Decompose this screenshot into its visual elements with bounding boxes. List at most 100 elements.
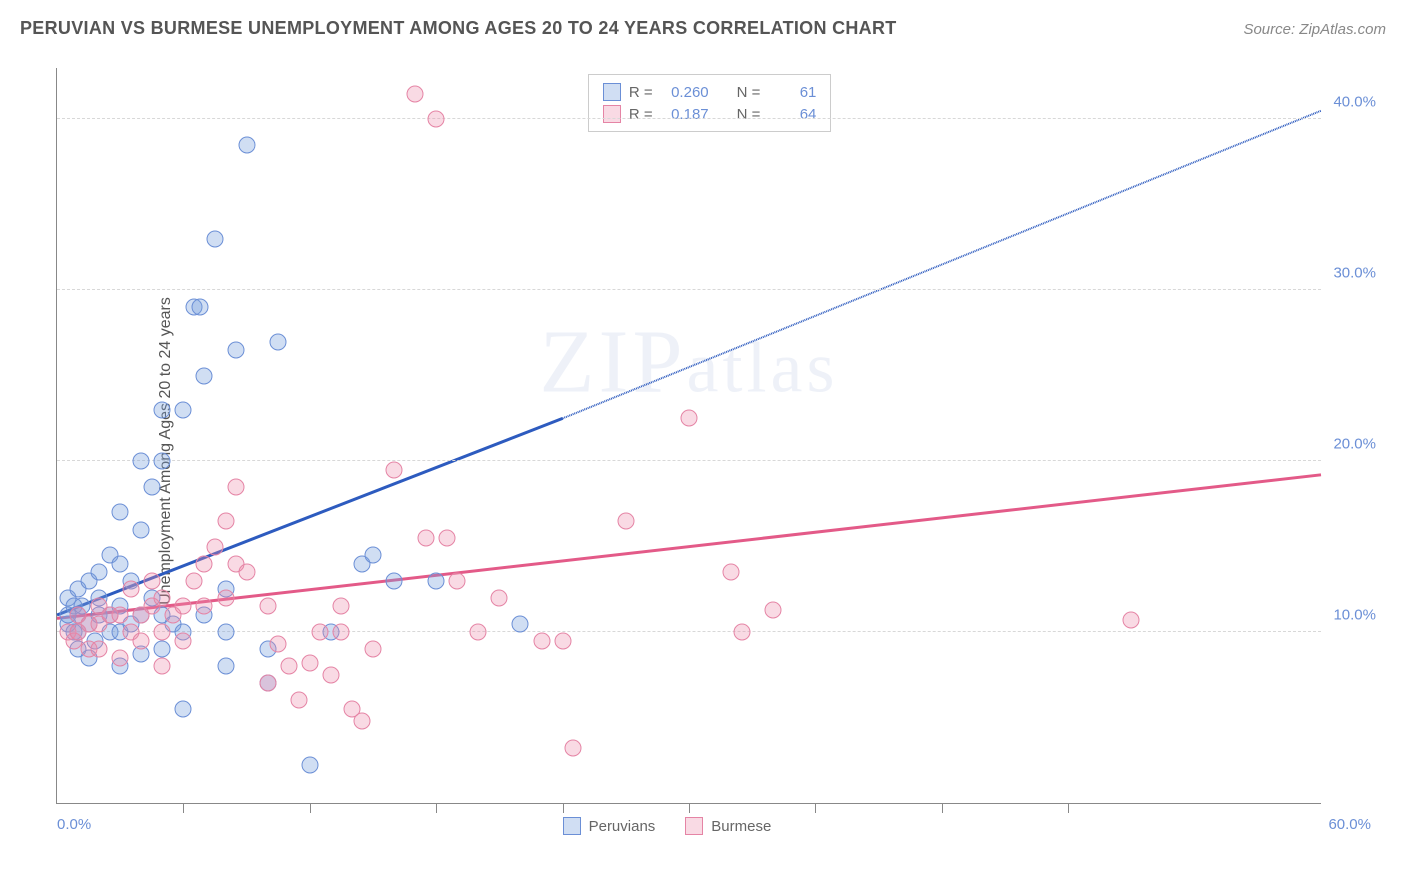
data-point (175, 598, 192, 615)
data-point (154, 453, 171, 470)
watermark-text: ZIPatlas (540, 311, 839, 414)
data-point (112, 504, 129, 521)
data-point (270, 636, 287, 653)
data-point (217, 624, 234, 641)
swatch-peruvians-icon (603, 83, 621, 101)
data-point (154, 658, 171, 675)
data-point (438, 530, 455, 547)
x-tick (183, 803, 184, 813)
y-tick-label: 30.0% (1333, 265, 1376, 282)
data-point (333, 598, 350, 615)
swatch-peruvians-icon (563, 817, 581, 835)
data-point (617, 512, 634, 529)
data-point (217, 589, 234, 606)
data-point (280, 658, 297, 675)
y-tick-label: 10.0% (1333, 607, 1376, 624)
data-point (565, 740, 582, 757)
data-point (238, 564, 255, 581)
x-tick (942, 803, 943, 813)
legend-item-peruvians: Peruvians (563, 817, 656, 835)
data-point (217, 658, 234, 675)
data-point (154, 401, 171, 418)
n-value-burmese: 64 (768, 106, 816, 123)
stats-legend-box: R = 0.260 N = 61 R = 0.187 N = 64 (588, 74, 832, 132)
data-point (765, 601, 782, 618)
data-point (533, 632, 550, 649)
data-point (196, 555, 213, 572)
y-tick-label: 40.0% (1333, 94, 1376, 111)
legend-label-burmese: Burmese (711, 818, 771, 835)
data-point (143, 478, 160, 495)
data-point (386, 461, 403, 478)
data-point (428, 111, 445, 128)
plot-area: ZIPatlas R = 0.260 N = 61 R = 0.187 N = … (56, 68, 1321, 804)
data-point (407, 85, 424, 102)
data-point (112, 649, 129, 666)
swatch-burmese-icon (685, 817, 703, 835)
data-point (91, 564, 108, 581)
chart-header: PERUVIAN VS BURMESE UNEMPLOYMENT AMONG A… (20, 18, 1386, 39)
r-label: R = (629, 84, 653, 101)
n-label: N = (737, 106, 761, 123)
x-tick (815, 803, 816, 813)
n-label: N = (737, 84, 761, 101)
data-point (312, 624, 329, 641)
data-point (154, 624, 171, 641)
data-point (133, 453, 150, 470)
data-point (112, 606, 129, 623)
data-point (723, 564, 740, 581)
data-point (428, 572, 445, 589)
n-value-peruvians: 61 (768, 84, 816, 101)
data-point (554, 632, 571, 649)
data-point (270, 333, 287, 350)
data-point (449, 572, 466, 589)
data-point (354, 712, 371, 729)
x-tick (563, 803, 564, 813)
legend-bottom: Peruvians Burmese (563, 817, 772, 835)
data-point (301, 757, 318, 774)
data-point (133, 632, 150, 649)
data-point (185, 572, 202, 589)
data-point (681, 410, 698, 427)
data-point (143, 572, 160, 589)
x-tick (1068, 803, 1069, 813)
data-point (417, 530, 434, 547)
chart-container: Unemployment Among Ages 20 to 24 years Z… (48, 50, 1376, 852)
data-point (1123, 612, 1140, 629)
trend-lines-svg (57, 68, 1321, 803)
data-point (322, 666, 339, 683)
data-point (112, 555, 129, 572)
gridline-h (57, 289, 1321, 290)
data-point (133, 521, 150, 538)
stats-row-peruvians: R = 0.260 N = 61 (603, 81, 817, 103)
data-point (291, 692, 308, 709)
data-point (259, 675, 276, 692)
data-point (154, 641, 171, 658)
data-point (175, 632, 192, 649)
r-value-peruvians: 0.260 (661, 84, 709, 101)
data-point (512, 615, 529, 632)
x-tick (689, 803, 690, 813)
x-tick (310, 803, 311, 813)
y-tick-label: 20.0% (1333, 436, 1376, 453)
data-point (196, 598, 213, 615)
gridline-h (57, 118, 1321, 119)
chart-title: PERUVIAN VS BURMESE UNEMPLOYMENT AMONG A… (20, 18, 897, 39)
r-label: R = (629, 106, 653, 123)
data-point (365, 547, 382, 564)
source-attribution: Source: ZipAtlas.com (1243, 21, 1386, 38)
gridline-h (57, 631, 1321, 632)
data-point (192, 299, 209, 316)
data-point (470, 624, 487, 641)
data-point (122, 581, 139, 598)
swatch-burmese-icon (603, 105, 621, 123)
data-point (301, 654, 318, 671)
stats-row-burmese: R = 0.187 N = 64 (603, 103, 817, 125)
data-point (333, 624, 350, 641)
data-point (175, 701, 192, 718)
data-point (196, 367, 213, 384)
data-point (207, 538, 224, 555)
data-point (238, 136, 255, 153)
x-tick (436, 803, 437, 813)
gridline-h (57, 460, 1321, 461)
